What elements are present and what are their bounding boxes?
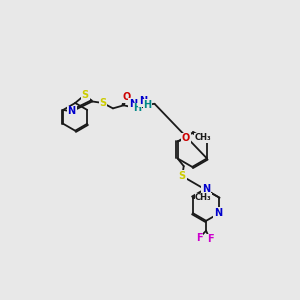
Text: H: H	[134, 103, 142, 113]
Text: F: F	[196, 233, 202, 243]
Text: N: N	[214, 208, 222, 218]
Text: N: N	[129, 99, 137, 109]
Text: CH₃: CH₃	[195, 193, 212, 202]
Text: N: N	[139, 96, 147, 106]
Text: H: H	[143, 100, 152, 110]
Text: S: S	[178, 171, 186, 181]
Text: N: N	[202, 184, 210, 194]
Text: N: N	[68, 106, 76, 116]
Text: S: S	[82, 89, 89, 100]
Text: O: O	[123, 92, 131, 102]
Text: CH₃: CH₃	[194, 133, 211, 142]
Text: F: F	[207, 234, 213, 244]
Text: O: O	[182, 134, 190, 143]
Text: S: S	[99, 98, 106, 108]
